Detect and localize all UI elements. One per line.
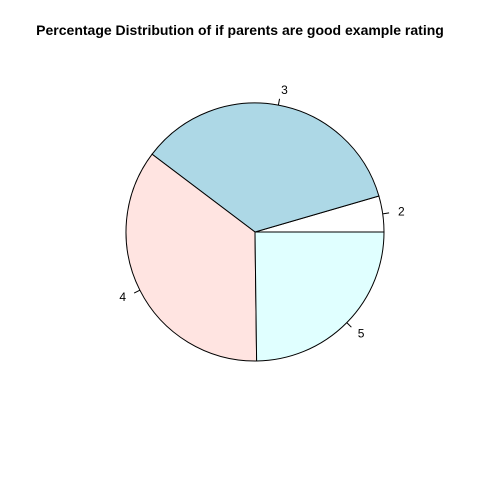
pie-tick-5 — [346, 322, 352, 328]
pie-labels: 2 3 4 5 — [119, 83, 405, 341]
pie-slices — [125, 102, 385, 362]
pie-slice-3 — [151, 102, 380, 233]
pie-slice-4 — [125, 153, 258, 362]
pie-tick-4 — [133, 289, 141, 294]
chart-title: Percentage Distribution of if parents ar… — [36, 22, 444, 38]
pie-label-2: 2 — [398, 205, 405, 219]
pie-slice-5 — [254, 231, 385, 362]
pie-label-4: 4 — [119, 290, 126, 304]
pie-tick-2 — [382, 212, 390, 215]
pie-label-3: 3 — [281, 83, 288, 97]
pie-tick-3 — [277, 98, 281, 106]
pie-label-5: 5 — [358, 327, 365, 341]
pie-label-ticks — [133, 98, 390, 328]
